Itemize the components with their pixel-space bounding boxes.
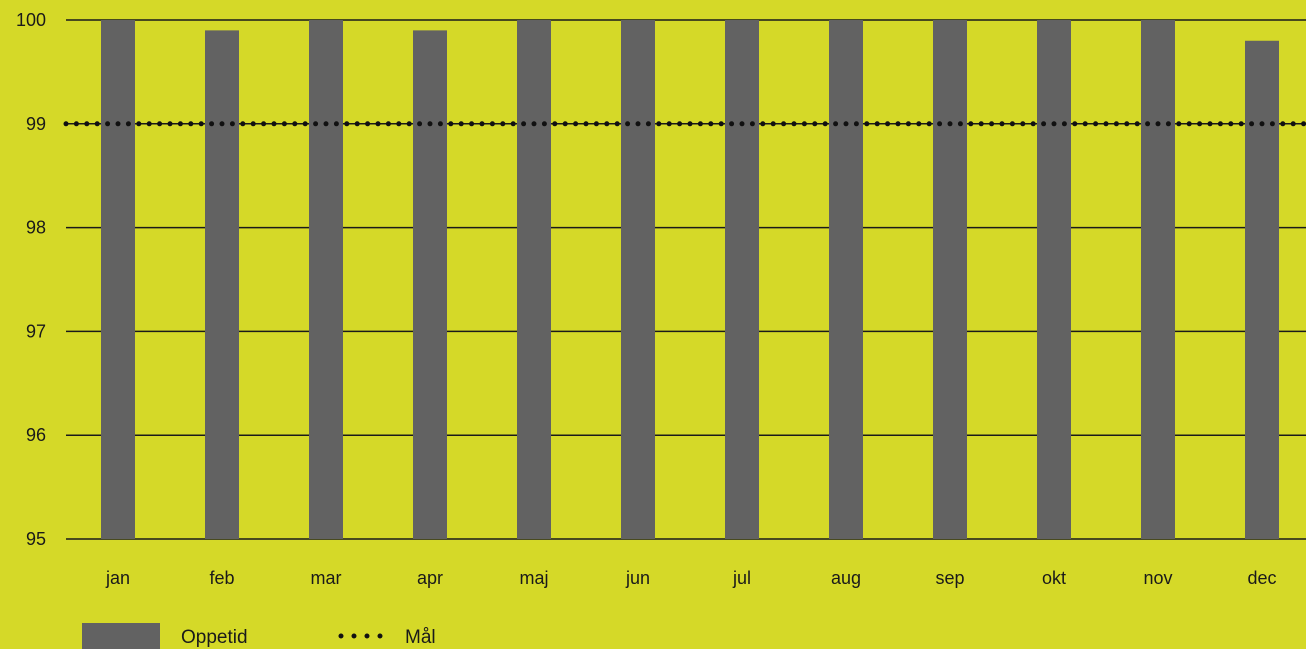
x-tick-label-mar: mar [311,568,342,588]
legend-label-oppetid: Oppetid [181,627,248,648]
gridlines [66,19,1306,540]
x-tick-label-jan: jan [105,568,130,588]
bar-jul [725,20,759,539]
x-tick-label-apr: apr [417,568,443,588]
y-tick-label-98: 98 [26,218,46,238]
x-tick-label-dec: dec [1247,568,1276,588]
y-tick-label-99: 99 [26,114,46,134]
x-tick-label-jun: jun [625,568,650,588]
bars [101,20,1279,539]
x-tick-label-aug: aug [831,568,861,588]
x-tick-label-feb: feb [209,568,234,588]
legend-swatch-oppetid [82,623,160,649]
x-tick-label-okt: okt [1042,568,1066,588]
x-axis: jan feb mar apr maj jun jul aug sep okt nov dec [105,568,1277,588]
bar-maj [517,20,551,539]
bar-mar [309,20,343,539]
x-tick-label-nov: nov [1143,568,1172,588]
bar-jan [101,20,135,539]
y-tick-label-100: 100 [16,10,46,30]
bar-aug [829,20,863,539]
x-tick-label-maj: maj [519,568,548,588]
bar-okt [1037,20,1071,539]
bar-dec [1245,40,1279,539]
bar-nov [1141,20,1175,539]
bar-jun [621,20,655,539]
y-tick-label-95: 95 [26,529,46,549]
x-tick-label-jul: jul [732,568,751,588]
y-axis: 95 96 97 98 99 100 [16,10,46,549]
x-tick-label-sep: sep [935,568,964,588]
legend-label-mal: Mål [405,627,436,648]
legend: Oppetid Mål [82,623,436,649]
y-tick-label-96: 96 [26,425,46,445]
bar-sep [933,20,967,539]
bar-apr [413,30,447,539]
bar-feb [205,30,239,539]
y-tick-label-97: 97 [26,321,46,341]
